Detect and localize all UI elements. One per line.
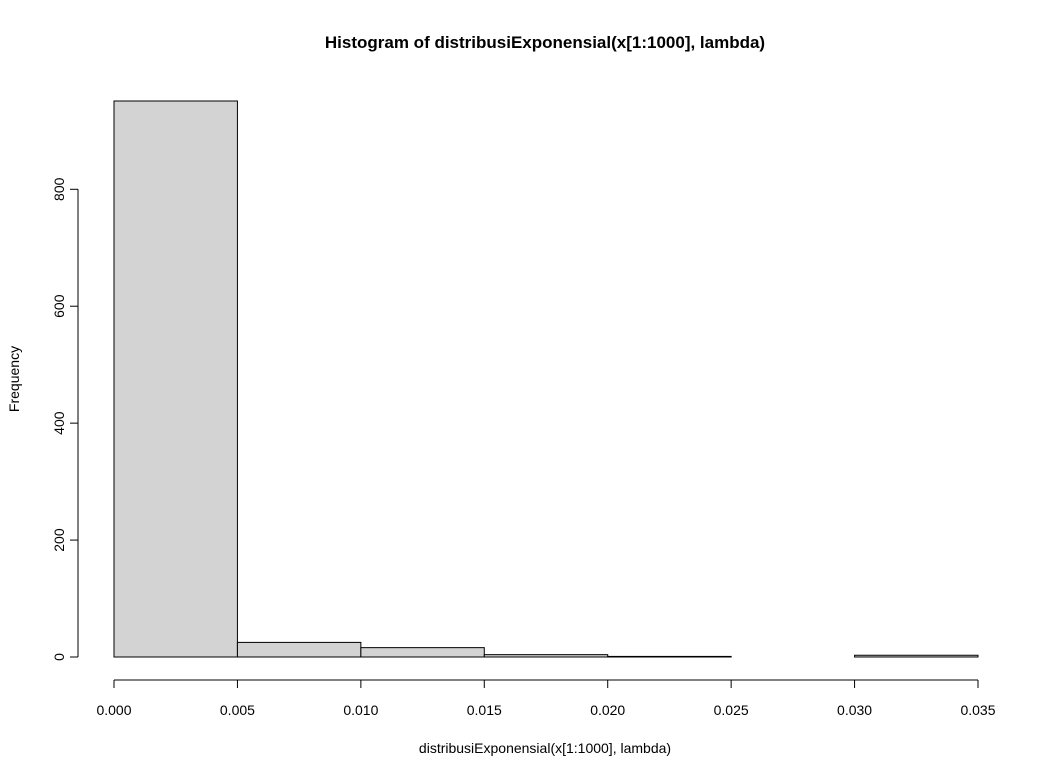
y-axis: 0 200 400 600 800: [51, 177, 79, 661]
histogram-bar-2: [360, 647, 485, 658]
y-tick-label-3: 600: [51, 294, 67, 318]
y-tick-label-4: 800: [51, 177, 67, 201]
x-tick-label-7: 0.035: [960, 702, 995, 718]
histogram-bar-4: [607, 655, 732, 658]
x-tick-label-5: 0.025: [714, 702, 749, 718]
chart-title: Histogram of distribusiExponensial(x[1:1…: [325, 33, 765, 52]
x-tick-label-6: 0.030: [837, 702, 872, 718]
y-tick-label-0: 0: [51, 653, 67, 661]
y-tick-label-1: 200: [51, 528, 67, 552]
x-tick-label-0: 0.000: [96, 702, 131, 718]
x-axis: 0.000 0.005 0.010 0.015 0.020 0.025 0.030 0.035: [96, 679, 996, 718]
histogram-bar-1: [236, 641, 362, 658]
histogram-bar-3: [483, 654, 609, 658]
histogram-bar-6: [854, 654, 979, 658]
y-axis-label: Frequency: [6, 346, 22, 412]
x-tick-label-1: 0.005: [220, 702, 255, 718]
x-tick-label-2: 0.010: [343, 702, 378, 718]
x-tick-label-4: 0.020: [590, 702, 625, 718]
x-tick-label-3: 0.015: [467, 702, 502, 718]
x-axis-label: distribusiExponensial(x[1:1000], lambda): [419, 740, 671, 756]
bars-group: [113, 100, 979, 658]
histogram-bar-0: [113, 100, 238, 658]
y-tick-label-2: 400: [51, 411, 67, 435]
